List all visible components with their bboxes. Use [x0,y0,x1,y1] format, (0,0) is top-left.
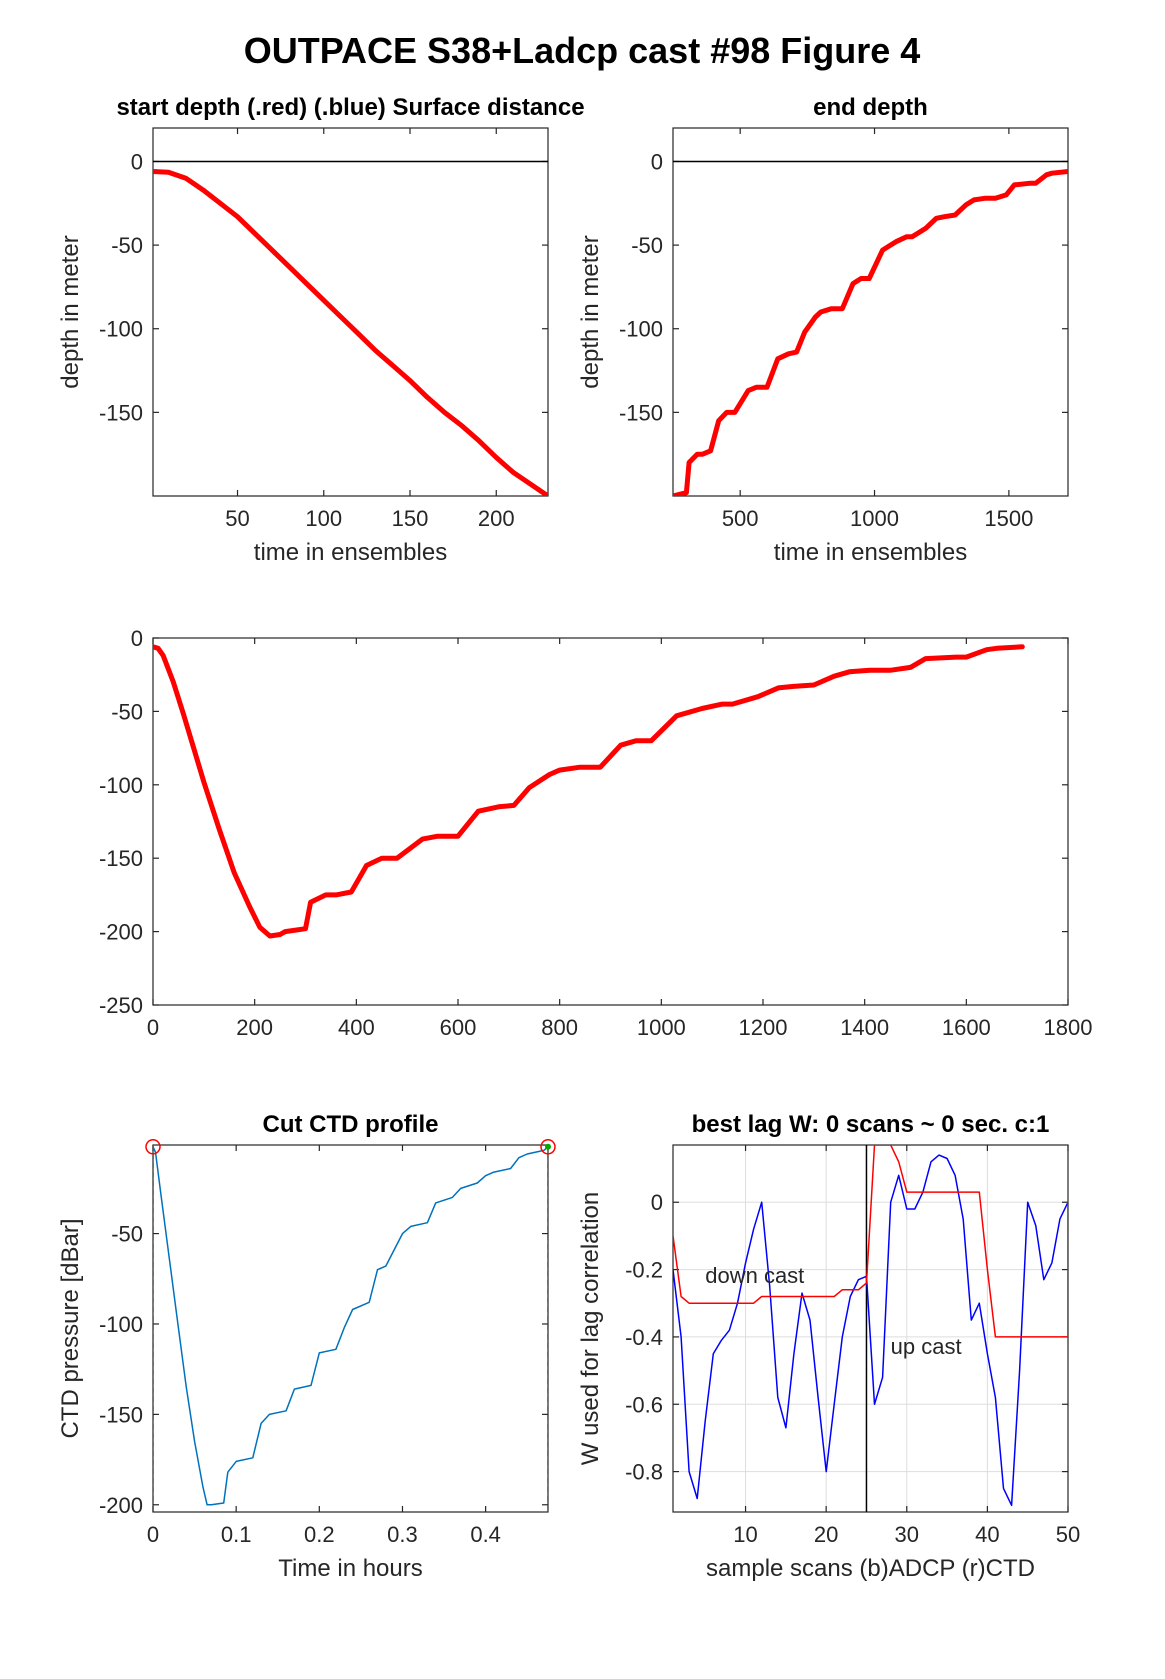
y-tick-label: -200 [99,920,143,945]
annotation: up cast [891,1334,962,1359]
y-tick-label: -50 [111,233,143,258]
plot-best-lag: 10 20 30 40 50 0 -0.2 -0.4 -0.6 -0.8 best lag W: 0… [577,1111,1080,1582]
x-tick-label: 0.2 [304,1522,335,1547]
x-axis-label: Time in hours [278,1555,423,1582]
chart-title: start depth (.red) (.blue) Surface dista… [116,94,584,121]
x-tick-label: 1400 [840,1015,889,1040]
series-line-ctd [673,1145,1068,1338]
y-axis-label: CTD pressure [dBar] [57,1218,84,1438]
axes-box [152,1144,549,1513]
x-tick-label: 500 [722,506,759,531]
end-marker [545,1143,551,1150]
x-tick-label: 0.3 [387,1522,418,1547]
y-tick-label: -100 [99,773,143,798]
x-tick-label: 0.4 [470,1522,501,1547]
annotation: down cast [705,1263,804,1288]
x-tick-label: 50 [225,506,249,531]
y-tick-label: -150 [99,1402,143,1427]
x-tick-label: 1800 [1044,1015,1093,1040]
y-tick-label: -200 [99,1493,143,1518]
y-axis-label: depth in meter [577,235,604,388]
y-tick-label: -150 [619,400,663,425]
x-tick-label: 800 [541,1015,578,1040]
y-tick-label: -150 [99,846,143,871]
y-tick-label: -50 [111,1222,143,1247]
y-tick-label: -150 [99,400,143,425]
y-tick-label: -0.6 [625,1392,663,1417]
y-tick-label: -50 [631,233,663,258]
x-tick-label: 200 [478,506,515,531]
x-tick-label: 30 [895,1522,919,1547]
axes-box [152,637,1069,1006]
x-tick-label: 1000 [850,506,899,531]
x-tick-label: 1600 [942,1015,991,1040]
figure-title: OUTPACE S38+Ladcp cast #98 Figure 4 [244,30,921,71]
y-tick-label: 0 [651,1190,663,1215]
y-tick-label: -100 [99,317,143,342]
x-tick-label: 50 [1056,1522,1080,1547]
plot-cut-ctd-profile: 0 0.1 0.2 0.3 0.4 -50 -100 -150 -200 Cut CTD prof… [57,1111,556,1582]
series-line [673,169,1068,496]
axes-box [152,127,549,497]
cut-marker [145,1139,161,1155]
x-tick-label: 20 [814,1522,838,1547]
x-tick-label: 100 [305,506,342,531]
y-tick-label: -0.4 [625,1325,663,1350]
x-tick-label: 40 [975,1522,999,1547]
series-line [153,169,548,496]
y-tick-label: -100 [619,317,663,342]
x-tick-label: 150 [392,506,429,531]
x-tick-label: 400 [338,1015,375,1040]
y-tick-label: 0 [651,149,663,174]
x-tick-label: 200 [236,1015,273,1040]
y-tick-label: 0 [131,626,143,651]
x-tick-label: 0 [147,1015,159,1040]
cut-marker [540,1139,556,1155]
series-line [153,644,1025,939]
x-axis-label: time in ensembles [774,539,967,566]
series-line-adcp [673,1154,1068,1507]
x-axis-label: sample scans (b)ADCP (r)CTD [706,1555,1035,1582]
x-tick-label: 0 [147,1522,159,1547]
y-tick-label: -50 [111,699,143,724]
plot-start-depth: 50 100 150 200 0 -50 -100 -150 start depth (.red… [57,94,585,566]
y-axis-label: depth in meter [57,235,84,388]
plot-full-depth: 0 200 400 600 800 1000 1200 1400 1600 1800 0 -50 -10… [99,626,1093,1040]
x-axis-label: time in ensembles [254,539,447,566]
axes-box [672,127,1069,497]
y-axis-label: W used for lag correlation [577,1192,604,1465]
chart-title: best lag W: 0 scans ~ 0 sec. c:1 [692,1111,1050,1138]
x-tick-label: 10 [733,1522,757,1547]
y-tick-label: -0.2 [625,1258,663,1283]
chart-title: end depth [813,94,928,121]
x-tick-label: 1200 [739,1015,788,1040]
y-tick-label: -250 [99,993,143,1018]
y-tick-label: -0.8 [625,1460,663,1485]
y-tick-label: -100 [99,1312,143,1337]
x-tick-label: 0.1 [221,1522,252,1547]
x-tick-label: 600 [440,1015,477,1040]
plot-end-depth: 500 1000 1500 0 -50 -100 -150 end depth time in … [577,94,1069,566]
series-line [153,1146,548,1506]
y-tick-label: 0 [131,149,143,174]
x-tick-label: 1500 [984,506,1033,531]
x-tick-label: 1000 [637,1015,686,1040]
chart-title: Cut CTD profile [263,1111,439,1138]
